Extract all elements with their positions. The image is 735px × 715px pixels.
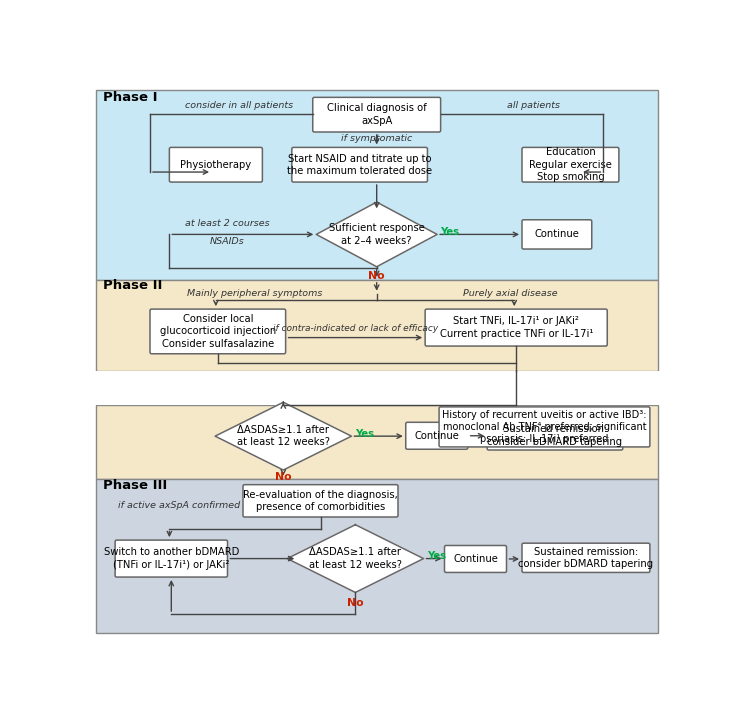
Text: Phase II: Phase II — [103, 279, 162, 292]
Text: Sufficient response
at 2–4 weeks?: Sufficient response at 2–4 weeks? — [329, 223, 425, 246]
Text: at least 2 courses: at least 2 courses — [185, 220, 270, 228]
FancyBboxPatch shape — [243, 485, 398, 517]
Text: Phase I: Phase I — [103, 92, 157, 104]
Text: Yes: Yes — [427, 551, 446, 561]
FancyBboxPatch shape — [522, 220, 592, 249]
Text: Yes: Yes — [354, 429, 373, 439]
FancyBboxPatch shape — [445, 546, 506, 573]
Text: Consider local
glucocorticoid injection
Consider sulfasalazine: Consider local glucocorticoid injection … — [159, 314, 276, 349]
FancyBboxPatch shape — [115, 540, 228, 577]
Polygon shape — [316, 202, 437, 267]
Polygon shape — [215, 403, 351, 470]
FancyBboxPatch shape — [313, 97, 440, 132]
Polygon shape — [287, 525, 423, 593]
Text: Phase III: Phase III — [103, 479, 167, 493]
Text: if active axSpA confirmed: if active axSpA confirmed — [118, 501, 240, 510]
FancyBboxPatch shape — [522, 543, 650, 573]
Text: Clinical diagnosis of
axSpA: Clinical diagnosis of axSpA — [327, 104, 426, 126]
Text: No: No — [275, 472, 292, 482]
Text: NSAIDs: NSAIDs — [210, 237, 245, 247]
FancyBboxPatch shape — [96, 405, 658, 478]
FancyBboxPatch shape — [487, 420, 623, 450]
Text: Sustained remission:
consider bDMARD tapering: Sustained remission: consider bDMARD tap… — [487, 424, 623, 447]
Text: No: No — [368, 271, 385, 281]
Text: Physiotherapy: Physiotherapy — [180, 159, 251, 169]
Text: Sustained remission:
consider bDMARD tapering: Sustained remission: consider bDMARD tap… — [518, 546, 653, 569]
FancyBboxPatch shape — [92, 370, 662, 405]
FancyBboxPatch shape — [522, 147, 619, 182]
FancyBboxPatch shape — [96, 478, 658, 633]
Text: No: No — [347, 598, 364, 608]
Text: Education
Regular exercise
Stop smoking: Education Regular exercise Stop smoking — [529, 147, 612, 182]
Text: ΔASDAS≥1.1 after
at least 12 weeks?: ΔASDAS≥1.1 after at least 12 weeks? — [237, 425, 330, 448]
Text: Purely axial disease: Purely axial disease — [463, 289, 558, 298]
Text: Switch to another bDMARD
(TNFi or IL-17i¹) or JAKi²: Switch to another bDMARD (TNFi or IL-17i… — [104, 548, 239, 570]
Text: Continue: Continue — [534, 230, 579, 240]
Text: Start NSAID and titrate up to
the maximum tolerated dose: Start NSAID and titrate up to the maximu… — [287, 154, 432, 176]
FancyBboxPatch shape — [425, 309, 607, 346]
Text: History of recurrent uveitis or active IBD³:
monoclonal Ab TNF⁴ preferred; signi: History of recurrent uveitis or active I… — [442, 410, 647, 444]
Text: Re-evaluation of the diagnosis,
presence of comorbidities: Re-evaluation of the diagnosis, presence… — [243, 490, 398, 512]
Text: Continue: Continue — [453, 554, 498, 564]
FancyBboxPatch shape — [292, 147, 428, 182]
Text: consider in all patients: consider in all patients — [185, 101, 293, 109]
Text: Mainly peripheral symptoms: Mainly peripheral symptoms — [187, 289, 323, 298]
Text: ΔASDAS≥1.1 after
at least 12 weeks?: ΔASDAS≥1.1 after at least 12 weeks? — [309, 548, 402, 570]
Text: Continue: Continue — [415, 430, 459, 440]
Text: Yes: Yes — [440, 227, 459, 237]
FancyBboxPatch shape — [150, 309, 286, 354]
Text: if symptomatic: if symptomatic — [341, 134, 412, 143]
Text: if contra-indicated or lack of efficacy: if contra-indicated or lack of efficacy — [273, 324, 438, 333]
Text: Start TNFi, IL-17i¹ or JAKi²
Current practice TNFi or IL-17i¹: Start TNFi, IL-17i¹ or JAKi² Current pra… — [440, 316, 593, 339]
FancyBboxPatch shape — [96, 280, 658, 370]
FancyBboxPatch shape — [406, 423, 467, 449]
FancyBboxPatch shape — [439, 407, 650, 447]
FancyBboxPatch shape — [169, 147, 262, 182]
FancyBboxPatch shape — [96, 89, 658, 280]
Text: all patients: all patients — [507, 101, 560, 109]
